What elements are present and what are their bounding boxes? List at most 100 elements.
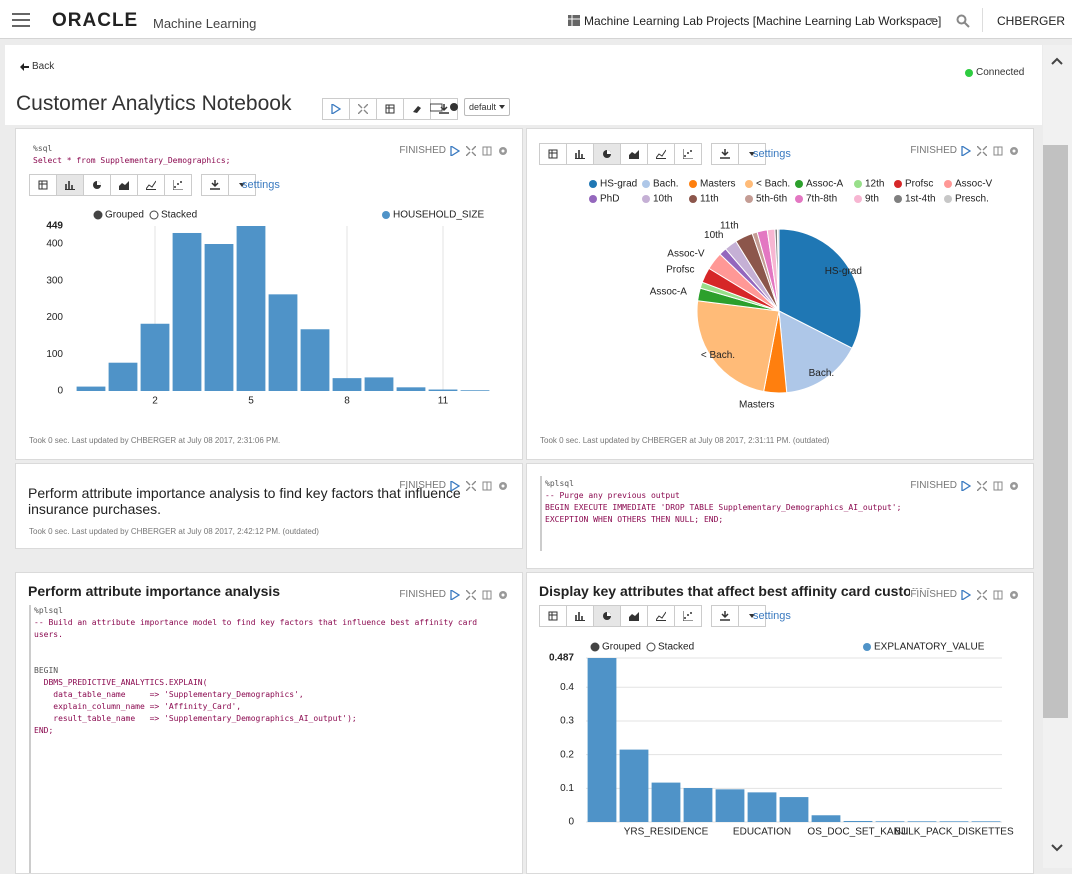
download-menu[interactable]	[747, 611, 757, 621]
toolbar-button[interactable]	[110, 174, 138, 196]
chart-type-scatter[interactable]	[683, 149, 693, 159]
toolbar-button[interactable]	[29, 174, 57, 196]
toolbar-button[interactable]	[539, 143, 567, 165]
toolbar-button[interactable]	[322, 98, 350, 120]
notebook-expand[interactable]	[358, 104, 368, 114]
notebook-play[interactable]	[331, 104, 341, 114]
paragraph-expand[interactable]	[466, 145, 476, 156]
settings-link[interactable]: settings	[753, 148, 791, 160]
code-line: %plsql	[34, 606, 63, 615]
project-selector[interactable]: Machine Learning Lab Projects [Machine L…	[584, 14, 942, 28]
download[interactable]	[210, 180, 220, 190]
chart-type-area[interactable]	[629, 149, 639, 159]
paragraph-gear[interactable]	[1009, 146, 1019, 156]
toolbar-button[interactable]	[674, 143, 702, 165]
scroll-down[interactable]	[1051, 844, 1063, 852]
paragraph: FINISHED %plsql -- Purge any previous out…	[526, 463, 1034, 569]
toolbar-button[interactable]	[83, 174, 111, 196]
mode-radio[interactable]	[590, 642, 600, 652]
toolbar-button[interactable]	[137, 174, 165, 196]
chart-type-table[interactable]	[548, 149, 558, 159]
layout-select[interactable]: default	[464, 98, 511, 116]
toolbar-button[interactable]	[647, 143, 675, 165]
chart-type-area[interactable]	[119, 180, 129, 190]
chart-type-bars[interactable]	[65, 180, 75, 190]
chart-type-scatter[interactable]	[173, 180, 183, 190]
chart-type-area[interactable]	[629, 611, 639, 621]
toolbar-button[interactable]	[738, 143, 766, 165]
paragraph-gear[interactable]	[498, 481, 508, 491]
paragraph-play[interactable]	[450, 480, 460, 491]
toolbar-button[interactable]	[566, 143, 594, 165]
scroll-thumb[interactable]	[1043, 145, 1068, 718]
chart-type-pie[interactable]	[602, 611, 612, 621]
toolbar-button[interactable]	[164, 174, 192, 196]
toolbar-button[interactable]	[593, 605, 621, 627]
chart-type-line[interactable]	[656, 149, 666, 159]
paragraph-book[interactable]	[482, 481, 492, 491]
scrollbar[interactable]	[1043, 45, 1072, 868]
toolbar-button[interactable]	[566, 605, 594, 627]
notebook-erase[interactable]	[412, 104, 422, 114]
toolbar-button[interactable]	[620, 605, 648, 627]
download[interactable]	[720, 149, 730, 159]
menu-icon[interactable]	[12, 13, 30, 27]
paragraph-play[interactable]	[961, 589, 971, 600]
paragraph-play[interactable]	[450, 589, 460, 600]
paragraph-expand[interactable]	[466, 589, 476, 600]
chart-type-table[interactable]	[548, 611, 558, 621]
back-link[interactable]: Back	[32, 61, 55, 72]
paragraph-expand[interactable]	[466, 480, 476, 491]
toolbar-button[interactable]	[376, 98, 404, 120]
toolbar-button[interactable]	[593, 143, 621, 165]
toolbar-button[interactable]	[711, 143, 739, 165]
toolbar-button[interactable]	[620, 143, 648, 165]
paragraph-gear[interactable]	[1009, 590, 1019, 600]
paragraph-gear[interactable]	[1009, 481, 1019, 491]
chart-type-line[interactable]	[656, 611, 666, 621]
chart-type-line[interactable]	[146, 180, 156, 190]
toolbar-button[interactable]	[56, 174, 84, 196]
paragraph-expand[interactable]	[977, 589, 987, 600]
mode-radio[interactable]	[93, 210, 103, 220]
paragraph-play[interactable]	[450, 145, 460, 156]
toolbar-button[interactable]	[201, 174, 229, 196]
paragraph-play[interactable]	[961, 145, 971, 156]
user-menu[interactable]: CHBERGER	[997, 14, 1066, 28]
chart-type-table[interactable]	[38, 180, 48, 190]
toolbar-button[interactable]	[349, 98, 377, 120]
paragraph-book[interactable]	[482, 146, 492, 156]
toolbar-button[interactable]	[674, 605, 702, 627]
toolbar-button[interactable]	[711, 605, 739, 627]
paragraph-book[interactable]	[993, 146, 1003, 156]
search-icon[interactable]	[956, 14, 970, 28]
scroll-up[interactable]	[1051, 57, 1063, 65]
toolbar-button[interactable]	[738, 605, 766, 627]
paragraph-book[interactable]	[993, 481, 1003, 491]
chart-type-pie[interactable]	[602, 149, 612, 159]
toolbar-button[interactable]	[539, 605, 567, 627]
download-menu[interactable]	[747, 149, 757, 159]
toolbar-button[interactable]	[228, 174, 256, 196]
mode-radio[interactable]	[149, 210, 159, 220]
chart-type-bars[interactable]	[575, 149, 585, 159]
download-menu[interactable]	[237, 180, 247, 190]
paragraph-book[interactable]	[482, 590, 492, 600]
paragraph-gear[interactable]	[498, 146, 508, 156]
settings-link[interactable]: settings	[242, 179, 280, 191]
chart-type-bars[interactable]	[575, 611, 585, 621]
paragraph-expand[interactable]	[977, 145, 987, 156]
chart-type-scatter[interactable]	[683, 611, 693, 621]
keyboard-settings[interactable]	[430, 102, 460, 112]
paragraph-play[interactable]	[961, 480, 971, 491]
settings-link[interactable]: settings	[753, 610, 791, 622]
notebook-table[interactable]	[385, 104, 395, 114]
mode-radio[interactable]	[646, 642, 656, 652]
toolbar-button[interactable]	[647, 605, 675, 627]
paragraph-gear[interactable]	[498, 590, 508, 600]
chart-type-pie[interactable]	[92, 180, 102, 190]
toolbar-button[interactable]	[403, 98, 431, 120]
paragraph-book[interactable]	[993, 590, 1003, 600]
download[interactable]	[720, 611, 730, 621]
paragraph-expand[interactable]	[977, 480, 987, 491]
